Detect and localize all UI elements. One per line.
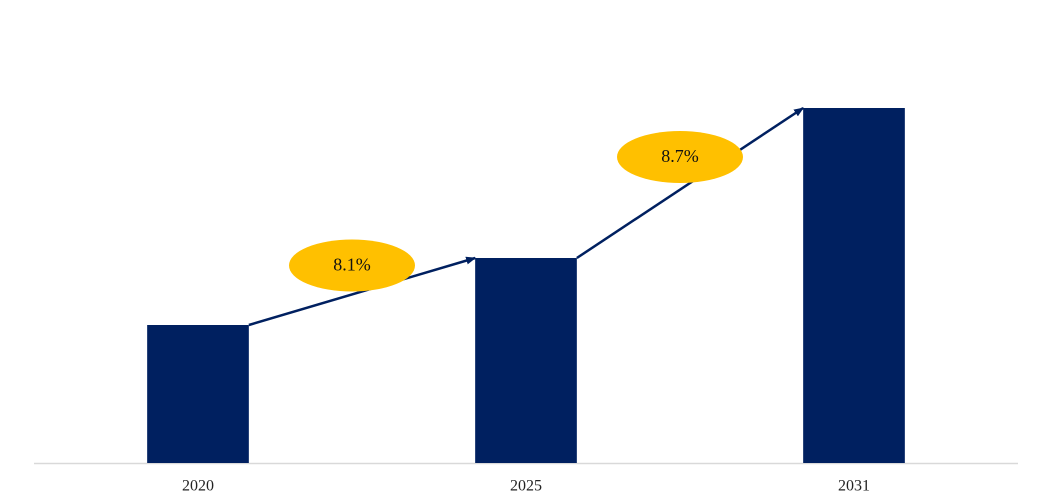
cagr-badge <box>289 239 415 292</box>
x-tick-label: 2031 <box>838 478 870 495</box>
growth-arrow <box>248 256 477 327</box>
cagr-label: 8.1% <box>333 255 371 275</box>
bar <box>147 325 249 463</box>
bar <box>475 258 577 463</box>
growth-arrow <box>576 106 804 260</box>
x-tick-label: 2020 <box>182 478 214 495</box>
bar <box>803 108 905 463</box>
x-tick-label: 2025 <box>510 478 542 495</box>
cagr-badge <box>617 131 743 183</box>
cagr-label: 8.7% <box>661 146 699 166</box>
